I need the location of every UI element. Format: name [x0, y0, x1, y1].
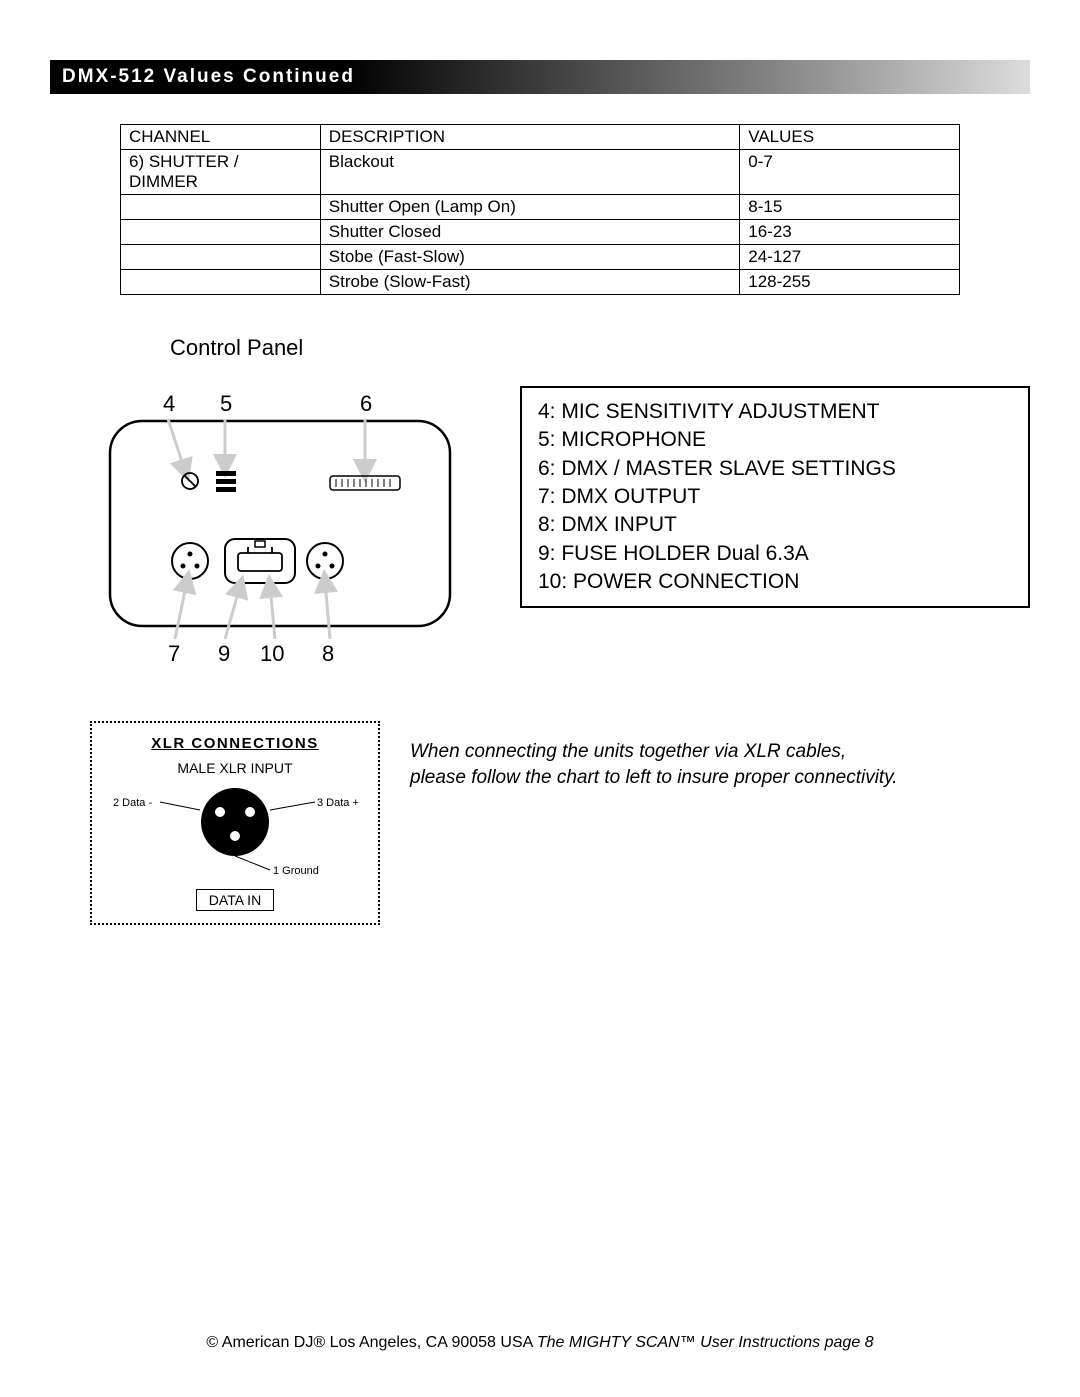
label-5: 5 — [220, 391, 232, 416]
table-row: Strobe (Slow-Fast) 128-255 — [121, 270, 960, 295]
xlr-title: XLR CONNECTIONS — [100, 735, 370, 752]
cell-desc: Shutter Open (Lamp On) — [320, 195, 739, 220]
pin2-label: 2 Data - — [113, 797, 152, 809]
control-panel-heading: Control Panel — [170, 335, 1030, 361]
label-6: 6 — [360, 391, 372, 416]
cell-val: 8-15 — [740, 195, 960, 220]
th-channel: CHANNEL — [121, 125, 321, 150]
section-header: DMX-512 Values Continued — [50, 60, 1030, 94]
cell-desc: Strobe (Slow-Fast) — [320, 270, 739, 295]
xlr-note: When connecting the units together via X… — [410, 739, 898, 790]
cell-channel — [121, 220, 321, 245]
label-10: 10 — [260, 641, 284, 666]
legend-item: 4: MIC SENSITIVITY ADJUSTMENT — [538, 398, 1012, 426]
xlr-diagram: 2 Data - 3 Data + 1 Ground — [105, 780, 365, 885]
legend-item: 8: DMX INPUT — [538, 511, 1012, 539]
pin3-label: 3 Data + — [317, 797, 359, 809]
table-row: Shutter Open (Lamp On) 8-15 — [121, 195, 960, 220]
legend-box: 4: MIC SENSITIVITY ADJUSTMENT 5: MICROPH… — [520, 386, 1030, 608]
legend-item: 10: POWER CONNECTION — [538, 568, 1012, 596]
data-in-label: DATA IN — [196, 889, 274, 911]
label-4: 4 — [163, 391, 175, 416]
cell-val: 0-7 — [740, 150, 960, 195]
cell-val: 128-255 — [740, 270, 960, 295]
th-values: VALUES — [740, 125, 960, 150]
xlr-note-line1: When connecting the units together via X… — [410, 739, 898, 765]
cell-channel: 6) SHUTTER / DIMMER — [121, 150, 321, 195]
cell-val: 16-23 — [740, 220, 960, 245]
xlr-subtitle: MALE XLR INPUT — [100, 760, 370, 776]
legend-item: 5: MICROPHONE — [538, 426, 1012, 454]
cell-val: 24-127 — [740, 245, 960, 270]
cell-channel — [121, 270, 321, 295]
xlr-connections-box: XLR CONNECTIONS MALE XLR INPUT 2 Data - … — [90, 721, 380, 925]
legend-item: 7: DMX OUTPUT — [538, 483, 1012, 511]
cell-desc: Blackout — [320, 150, 739, 195]
cell-channel — [121, 245, 321, 270]
legend-item: 6: DMX / MASTER SLAVE SETTINGS — [538, 455, 1012, 483]
label-9: 9 — [218, 641, 230, 666]
cell-desc: Shutter Closed — [320, 220, 739, 245]
label-7: 7 — [168, 641, 180, 666]
page-footer: © American DJ® Los Angeles, CA 90058 USA… — [0, 1334, 1080, 1352]
cell-channel — [121, 195, 321, 220]
table-row: Shutter Closed 16-23 — [121, 220, 960, 245]
table-header-row: CHANNEL DESCRIPTION VALUES — [121, 125, 960, 150]
cell-desc: Stobe (Fast-Slow) — [320, 245, 739, 270]
dmx-values-table: CHANNEL DESCRIPTION VALUES 6) SHUTTER / … — [120, 124, 960, 295]
table-row: Stobe (Fast-Slow) 24-127 — [121, 245, 960, 270]
footer-italic: The MIGHTY SCAN™ User Instructions page … — [537, 1334, 874, 1351]
pin1-label: 1 Ground — [273, 865, 319, 877]
table-row: 6) SHUTTER / DIMMER Blackout 0-7 — [121, 150, 960, 195]
footer-prefix: © American DJ® Los Angeles, CA 90058 USA — [206, 1334, 536, 1351]
legend-item: 9: FUSE HOLDER Dual 6.3A — [538, 540, 1012, 568]
label-8: 8 — [322, 641, 334, 666]
xlr-note-line2: please follow the chart to left to insur… — [410, 765, 898, 791]
control-panel-diagram: 4 5 6 — [90, 381, 470, 671]
th-description: DESCRIPTION — [320, 125, 739, 150]
